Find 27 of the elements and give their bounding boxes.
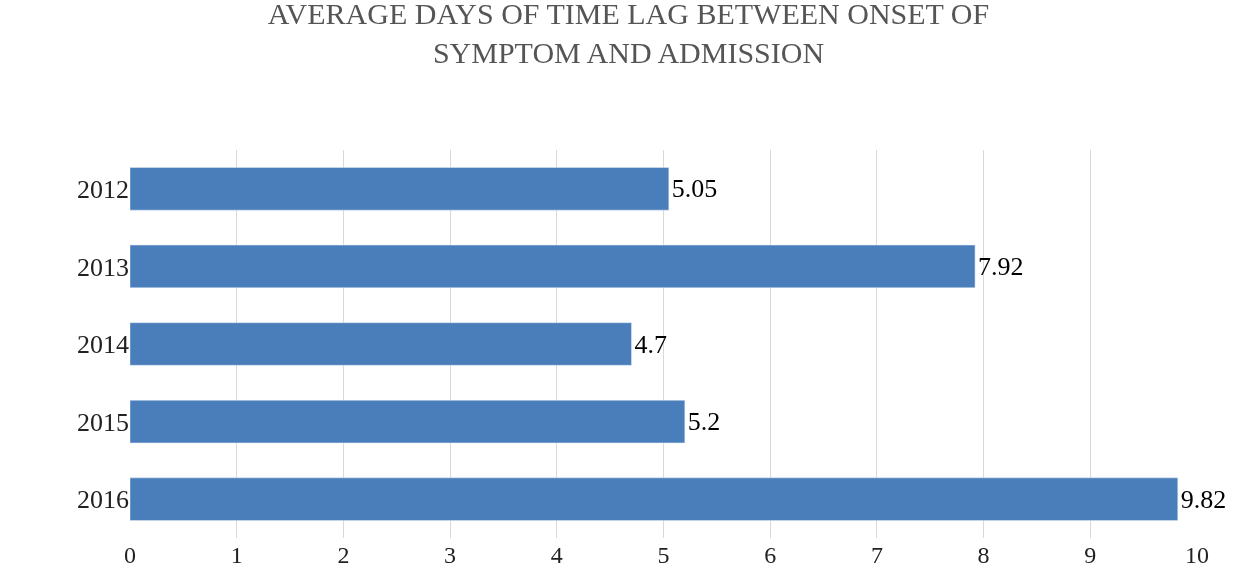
y-tick-label: 2014 — [77, 330, 129, 360]
x-tick-label: 0 — [124, 542, 136, 568]
bar — [130, 322, 632, 366]
data-label: 4.7 — [634, 329, 667, 359]
x-tick-label: 9 — [1084, 542, 1097, 568]
x-tick-label: 2 — [337, 542, 350, 568]
x-tick-label: 8 — [977, 542, 990, 568]
x-tick-label: 6 — [764, 542, 777, 568]
y-tick-label: 2013 — [77, 252, 129, 282]
x-tick-label: 1 — [230, 542, 243, 568]
x-tick-label: 3 — [444, 542, 457, 568]
y-tick-label: 2016 — [77, 485, 129, 515]
bar — [130, 400, 686, 444]
y-tick-label: 2012 — [77, 174, 129, 204]
x-tick-label: 10 — [1185, 542, 1209, 568]
x-tick-label: 4 — [550, 542, 563, 568]
bar — [130, 167, 670, 211]
bar — [130, 477, 1179, 521]
x-tick-label: 5 — [657, 542, 670, 568]
data-label: 7.92 — [978, 251, 1024, 281]
data-label: 9.82 — [1180, 484, 1227, 514]
data-label: 5.2 — [687, 407, 721, 437]
y-tick-label: 2015 — [77, 407, 129, 437]
bar — [130, 244, 976, 288]
x-tick-label: 7 — [870, 542, 883, 568]
data-label: 5.05 — [671, 174, 718, 204]
chart-title: AVERAGE DAYS OF TIME LAG BETWEEN ONSET OF SYMPTOM AND ADMISSION — [267, 0, 990, 69]
